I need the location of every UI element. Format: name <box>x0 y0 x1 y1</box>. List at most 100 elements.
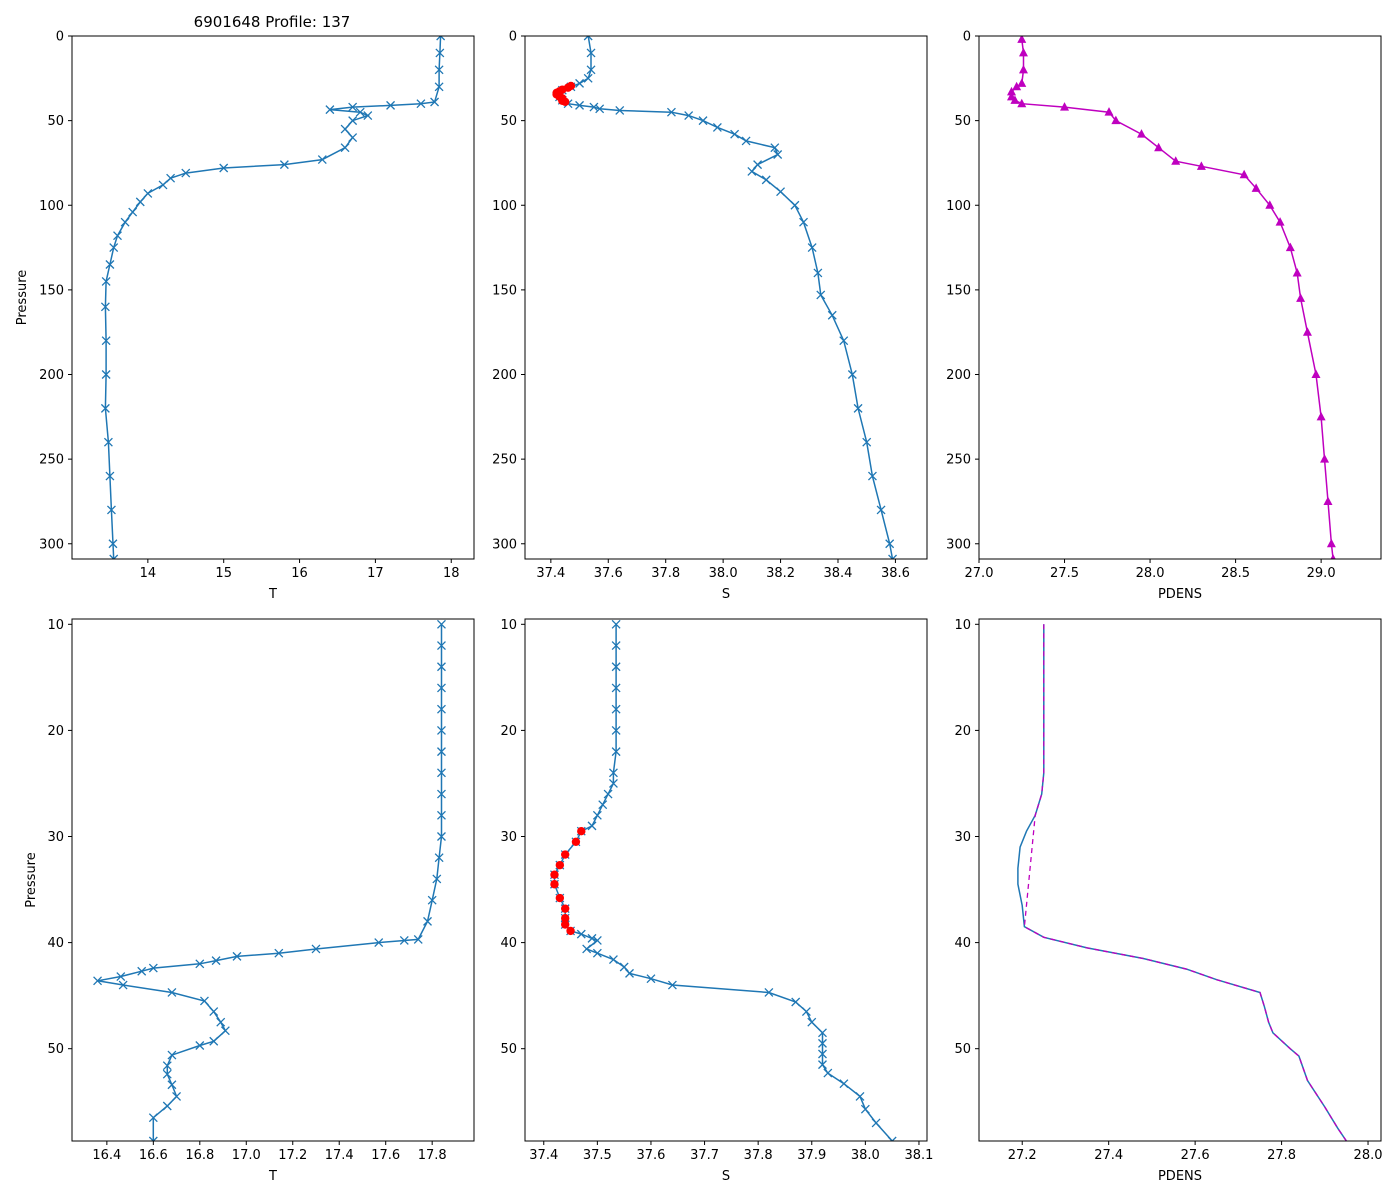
y-tick-label: 10 <box>500 618 517 633</box>
data-point <box>148 1113 158 1123</box>
y-tick-label: 30 <box>954 830 971 845</box>
data-point <box>195 959 205 969</box>
data-point <box>325 105 335 115</box>
x-tick-label: 37.4 <box>529 1148 558 1163</box>
x-tick-label: 37.8 <box>651 566 680 581</box>
data-point <box>667 980 677 990</box>
series-t <box>93 619 446 1141</box>
axes-frame <box>978 618 1382 1142</box>
data-point <box>363 111 373 121</box>
panel-top-s: 37.4 37.6 37.8 38.0 38.2 38.4 38.6 0 50 100 150 200… <box>492 30 928 602</box>
data-point <box>862 437 872 447</box>
data-point <box>887 1136 897 1141</box>
data-point <box>437 662 446 672</box>
data-point <box>195 1041 205 1050</box>
series-pdens-dashed <box>1023 624 1347 1141</box>
y-tick-label: 20 <box>500 724 517 739</box>
data-point <box>437 704 446 714</box>
data-point <box>348 116 358 126</box>
x-tick-label: 17.6 <box>371 1148 400 1163</box>
data-point <box>1154 142 1164 152</box>
y-tick-label: 150 <box>946 283 971 298</box>
y-tick-label: 0 <box>963 30 971 45</box>
data-point <box>1017 98 1027 108</box>
data-point <box>1007 86 1017 96</box>
data-point <box>137 966 147 976</box>
data-point <box>1137 129 1147 138</box>
data-point <box>615 106 625 115</box>
data-point <box>162 1101 172 1111</box>
data-point <box>427 895 437 905</box>
data-point <box>148 963 158 973</box>
flagged-point <box>571 837 581 847</box>
y-tick-label: 50 <box>954 114 971 129</box>
y-tick-label: 0 <box>509 30 517 45</box>
data-point <box>172 1091 182 1101</box>
data-point <box>232 951 242 961</box>
data-point <box>646 974 656 984</box>
x-tick-label: 15 <box>215 566 232 581</box>
x-axis-label: T <box>268 1169 277 1184</box>
data-point <box>416 99 426 109</box>
data-point <box>608 768 618 778</box>
data-point <box>1018 47 1028 57</box>
data-point <box>148 1136 158 1141</box>
data-point <box>158 180 168 190</box>
data-point <box>437 641 446 650</box>
data-point <box>611 747 621 757</box>
data-point <box>105 260 115 269</box>
data-point <box>434 82 444 92</box>
data-point <box>595 104 605 114</box>
x-tick-label: 38.0 <box>851 1148 880 1163</box>
x-tick-label: 37.9 <box>797 1148 826 1163</box>
data-point <box>101 276 111 286</box>
y-tick-label: 100 <box>39 199 64 214</box>
y-tick-label: 20 <box>954 724 971 739</box>
data-point <box>582 944 592 954</box>
data-point <box>199 996 209 1006</box>
x-axis-label: PDENS <box>1158 587 1202 602</box>
x-tick-label: 38.4 <box>824 566 853 581</box>
data-point <box>818 1038 827 1048</box>
series-pdens <box>1017 624 1348 1141</box>
data-point <box>103 437 113 447</box>
data-point <box>1265 200 1275 209</box>
x-axis-label: T <box>268 587 277 602</box>
y-tick-label: 200 <box>492 368 517 383</box>
data-point <box>1010 95 1020 104</box>
data-point <box>818 1028 827 1038</box>
x-tick-label: 17.2 <box>278 1148 307 1163</box>
x-tick-label: 27.2 <box>1008 1148 1037 1163</box>
data-point <box>611 725 621 735</box>
data-point <box>587 933 597 943</box>
data-point <box>340 143 350 153</box>
y-tick-label: 30 <box>47 830 64 845</box>
y-tick-label: 250 <box>946 453 971 468</box>
data-point <box>100 302 110 312</box>
x-tick-label: 27.6 <box>1181 1148 1210 1163</box>
panel-bottom-t: 16.4 16.6 16.8 17.0 17.2 17.4 17.6 17.8 10 20 30 40… <box>24 618 475 1184</box>
data-point <box>592 948 602 958</box>
data-point <box>867 471 877 481</box>
data-point <box>209 1007 219 1017</box>
x-axis-label: S <box>722 1169 730 1184</box>
data-point <box>1171 156 1181 165</box>
data-point <box>437 768 446 778</box>
data-point <box>1320 454 1330 463</box>
data-point <box>143 188 153 198</box>
data-point <box>386 100 396 110</box>
data-point <box>216 1017 226 1027</box>
x-axis-label: PDENS <box>1158 1169 1202 1184</box>
series-line <box>97 624 443 1141</box>
data-point <box>608 955 618 965</box>
data-point <box>575 78 585 88</box>
data-point <box>1017 36 1027 43</box>
data-point <box>839 336 849 346</box>
data-point <box>106 505 116 515</box>
data-point <box>436 36 446 41</box>
y-tick-label: 40 <box>500 936 517 951</box>
data-point <box>761 175 771 185</box>
data-point <box>101 370 111 379</box>
data-point <box>109 243 119 253</box>
x-tick-label: 37.7 <box>690 1148 719 1163</box>
